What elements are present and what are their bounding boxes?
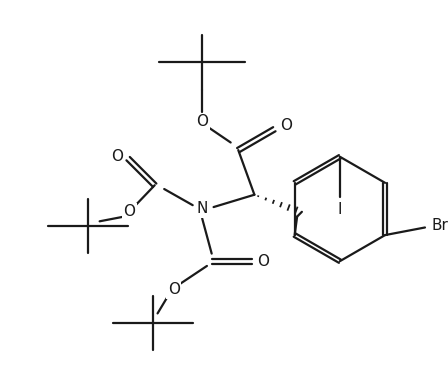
- Text: O: O: [257, 254, 269, 269]
- Text: O: O: [111, 149, 123, 164]
- Text: N: N: [197, 202, 208, 216]
- Text: O: O: [168, 282, 180, 297]
- Text: I: I: [338, 202, 342, 218]
- Text: O: O: [123, 204, 135, 219]
- Text: O: O: [196, 114, 208, 129]
- Text: O: O: [280, 118, 292, 133]
- Text: Br: Br: [432, 218, 448, 233]
